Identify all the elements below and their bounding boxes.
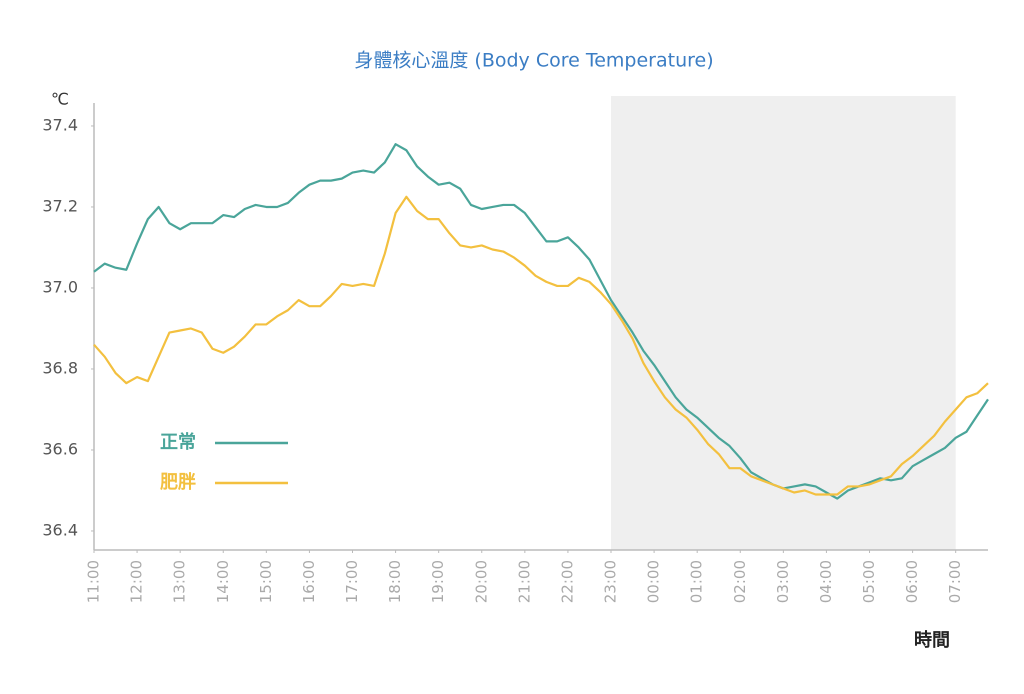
x-axis-label: 時間	[914, 630, 950, 651]
legend-label: 正常	[160, 431, 196, 453]
y-tick-label: 36.4	[42, 520, 78, 539]
x-tick-label: 06:00	[903, 560, 921, 603]
x-tick-label: 14:00	[214, 560, 232, 603]
x-tick-label: 12:00	[128, 560, 146, 603]
x-tick-label: 23:00	[602, 560, 620, 603]
x-tick-label: 18:00	[386, 560, 404, 603]
legend-label: 肥胖	[159, 471, 196, 493]
x-tick-label: 22:00	[558, 560, 576, 603]
x-tick-label: 13:00	[171, 560, 189, 603]
x-tick-label: 00:00	[645, 560, 663, 603]
chart-title: 身體核心溫度 (Body Core Temperature)	[354, 50, 713, 72]
x-tick-label: 05:00	[860, 560, 878, 603]
x-tick-label: 11:00	[85, 560, 103, 603]
x-tick-label: 04:00	[817, 560, 835, 603]
x-tick-label: 21:00	[515, 560, 533, 603]
series-line	[93, 143, 989, 500]
x-tick-label: 16:00	[300, 560, 318, 603]
x-tick-label: 19:00	[429, 560, 447, 603]
y-tick-label: 36.6	[42, 439, 78, 458]
x-tick-label: 17:00	[343, 560, 361, 603]
shaded-region	[611, 96, 956, 550]
x-tick-label: 15:00	[257, 560, 275, 603]
y-axis-label: ℃	[51, 90, 69, 109]
y-tick-label: 36.8	[42, 358, 78, 377]
x-tick-label: 02:00	[731, 560, 749, 603]
y-tick-label: 37.0	[42, 277, 78, 296]
x-tick-label: 01:00	[688, 560, 706, 603]
y-tick-label: 37.4	[42, 115, 78, 134]
x-tick-label: 07:00	[946, 560, 964, 603]
y-tick-label: 37.2	[42, 196, 78, 215]
x-tick-label: 20:00	[472, 560, 490, 603]
series-line	[93, 195, 989, 496]
x-tick-label: 03:00	[774, 560, 792, 603]
